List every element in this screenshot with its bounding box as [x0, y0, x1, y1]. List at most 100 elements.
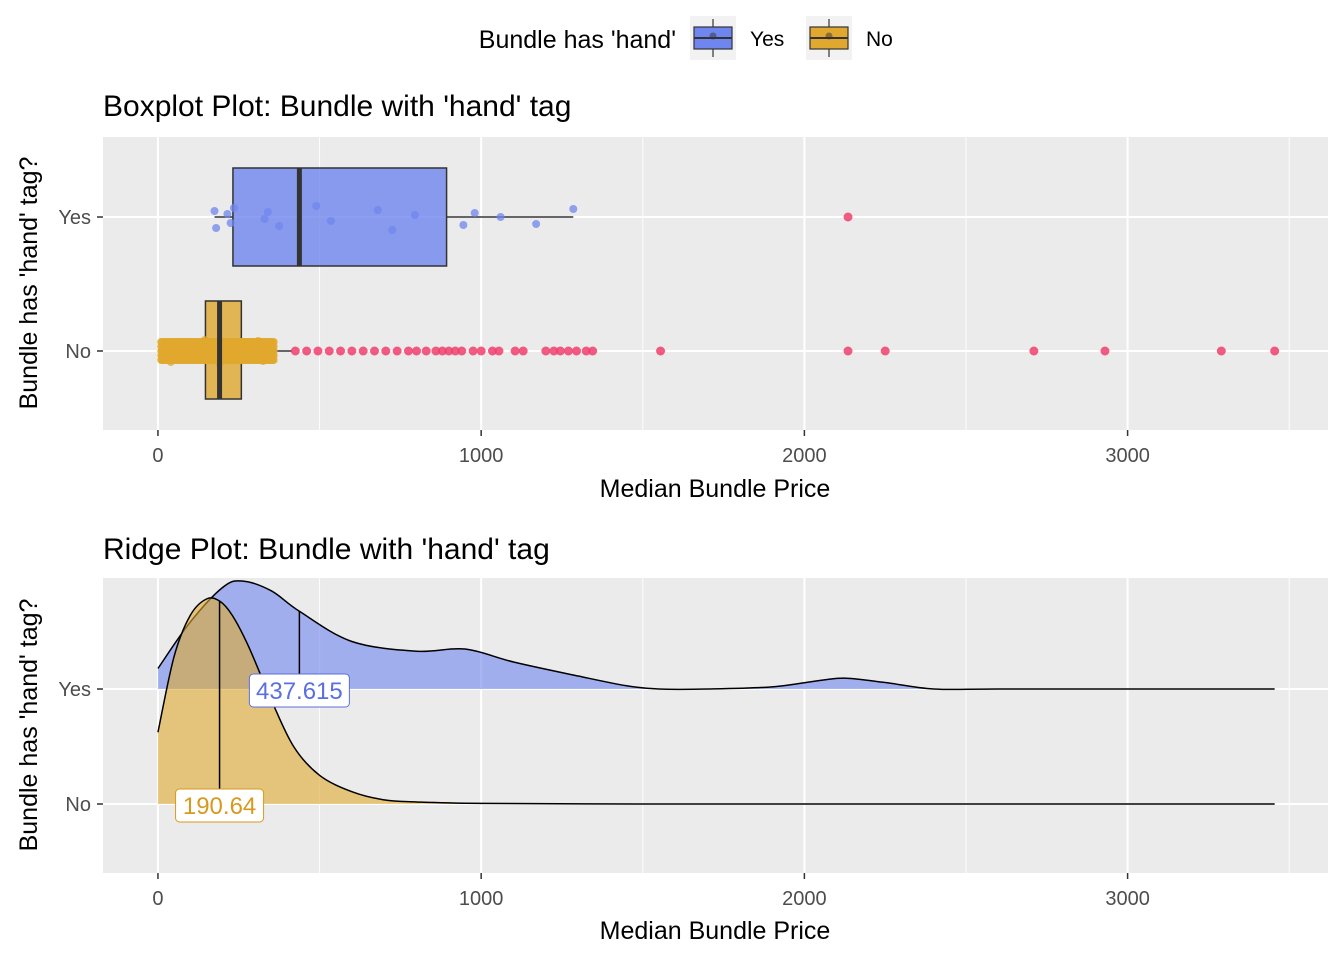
y-tick-label: No	[65, 341, 91, 363]
ridge-panel: Ridge Plot: Bundle with 'hand' tag 437.6…	[15, 533, 1328, 945]
data-point	[223, 210, 232, 218]
boxplot-panel: Boxplot Plot: Bundle with 'hand' tag 0 10…	[15, 90, 1328, 503]
legend-key-no	[806, 16, 852, 60]
outlier-point	[1216, 346, 1226, 356]
ridge-y-axis: Yes No	[58, 679, 103, 816]
outlier-point	[1270, 346, 1280, 356]
legend-label-yes: Yes	[750, 28, 784, 51]
density-line	[157, 597, 1275, 805]
data-point	[496, 213, 505, 221]
label-box	[248, 673, 350, 708]
outlier-point	[412, 346, 422, 356]
data-point	[569, 205, 578, 213]
data-point	[269, 356, 278, 364]
x-tick-label: 2000	[782, 888, 827, 910]
data-point	[226, 219, 235, 227]
data-point	[410, 211, 419, 219]
outlier-point	[549, 346, 559, 356]
x-tick-label: 3000	[1105, 888, 1150, 910]
outlier-point	[392, 346, 402, 356]
boxplot-x-label: Median Bundle Price	[600, 475, 831, 503]
outlier-point	[336, 346, 346, 356]
density-area	[157, 597, 1275, 805]
outlier-point	[468, 346, 478, 356]
density-area	[157, 580, 1275, 690]
boxplot-marks	[157, 167, 1280, 400]
outlier-point	[518, 346, 528, 356]
legend-title: Bundle has 'hand'	[479, 26, 676, 54]
outlier-point	[494, 346, 504, 356]
outlier-point	[358, 346, 368, 356]
boxplot-x-axis: 0 1000 2000 3000	[152, 430, 1150, 467]
outlier-point	[421, 346, 431, 356]
boxplot-y-label: Bundle has 'hand' tag?	[15, 157, 43, 410]
outlier-point	[290, 346, 300, 356]
outlier-point	[450, 346, 460, 356]
outlier-point	[437, 346, 447, 356]
outlier-point	[656, 346, 666, 356]
legend-key-yes	[690, 16, 736, 60]
outlier-point	[880, 346, 890, 356]
data-point	[326, 217, 335, 225]
label-text: 437.615	[256, 678, 343, 705]
outlier-point	[347, 346, 357, 356]
x-tick-label: 3000	[1105, 445, 1150, 467]
outlier-point	[581, 346, 591, 356]
outlier-point	[313, 346, 323, 356]
outlier-point	[487, 346, 497, 356]
x-tick-label: 2000	[782, 445, 827, 467]
outlier-point	[457, 346, 467, 356]
data-point	[263, 208, 272, 216]
data-point	[210, 207, 219, 215]
x-tick-label: 1000	[459, 445, 504, 467]
outlier-point	[572, 346, 582, 356]
box-yes	[210, 167, 853, 267]
x-tick-label: 0	[152, 888, 163, 910]
outlier-point	[541, 346, 551, 356]
data-point	[470, 209, 479, 217]
ridge-title: Ridge Plot: Bundle with 'hand' tag	[103, 533, 550, 566]
outlier-point	[403, 346, 413, 356]
outlier-point	[555, 346, 565, 356]
outlier-point	[510, 346, 520, 356]
x-tick-label: 0	[152, 445, 163, 467]
density-line	[157, 580, 1275, 691]
y-tick-label: Yes	[58, 679, 91, 701]
ridge-x-label: Median Bundle Price	[600, 917, 831, 945]
label-text: 190.64	[183, 793, 256, 820]
data-point	[459, 221, 468, 229]
outlier-point	[1100, 346, 1110, 356]
boxplot-title: Boxplot Plot: Bundle with 'hand' tag	[103, 90, 571, 123]
outlier-point	[843, 212, 853, 222]
data-point	[373, 206, 382, 214]
ridge-x-axis: 0 1000 2000 3000	[152, 873, 1150, 910]
data-point	[312, 202, 321, 210]
ridge-marks: 437.615 190.64	[157, 580, 1275, 823]
data-point	[212, 224, 221, 232]
ridge-y-label: Bundle has 'hand' tag?	[15, 599, 43, 852]
outlier-point	[324, 346, 334, 356]
box-iqr	[232, 167, 448, 267]
data-point	[229, 204, 238, 212]
data-point	[388, 226, 397, 234]
label-box	[175, 788, 265, 823]
ridge-no	[157, 597, 1275, 805]
outlier-point	[370, 346, 380, 356]
outlier-point	[843, 346, 853, 356]
data-point	[260, 215, 269, 223]
x-tick-label: 1000	[459, 888, 504, 910]
data-point	[275, 222, 284, 230]
data-point	[532, 220, 541, 228]
box-no	[157, 300, 1280, 400]
outlier-point	[588, 346, 598, 356]
outlier-point	[431, 346, 441, 356]
outlier-point	[1029, 346, 1039, 356]
outlier-point	[563, 346, 573, 356]
median-label-no: 190.64	[175, 788, 265, 823]
outlier-point	[302, 346, 312, 356]
outlier-point	[476, 346, 486, 356]
y-tick-label: No	[65, 794, 91, 816]
legend-label-no: No	[866, 28, 893, 51]
